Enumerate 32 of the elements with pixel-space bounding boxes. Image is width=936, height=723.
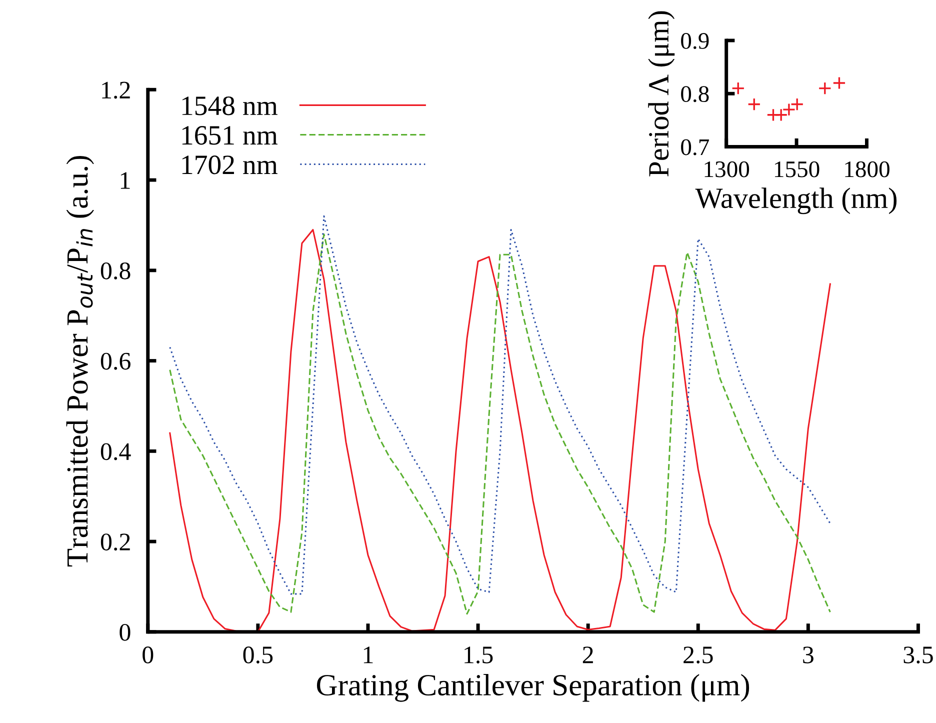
legend-label: 1702 nm	[182, 156, 278, 174]
x-tick-label: 3.5	[904, 646, 933, 664]
y-tick-label: 0.6	[100, 352, 130, 370]
y-axis-title: Transmitted Power P$_{out}$/P$_{in}$ (a.u.)	[66, 156, 94, 566]
x-tick-label: 1300	[704, 161, 750, 178]
x-tick-label: 2	[582, 646, 593, 664]
y-tick-label: 0	[120, 624, 130, 641]
x-tick-label: 0	[142, 646, 154, 664]
y-tick-label: 0.2	[100, 534, 130, 551]
legend-label: 1548 nm	[182, 96, 278, 116]
y-tick-label: 1.2	[102, 82, 130, 99]
y-tick-label: 0.8	[100, 262, 130, 280]
y-tick-label: 0.7	[681, 139, 709, 156]
y-tick-label: 0.4	[100, 443, 131, 460]
y-tick-label: 0.9	[681, 32, 709, 50]
point	[818, 82, 832, 95]
point	[731, 82, 745, 95]
x-axis-title: Wavelength (nm)	[695, 188, 897, 214]
point	[832, 76, 846, 90]
y-tick-label: 1	[120, 172, 130, 189]
y-axis-title: Period Λ (μm)	[648, 11, 675, 176]
x-tick-label: 1800	[845, 161, 890, 178]
x-tick-label: 1550	[775, 161, 820, 178]
point	[747, 98, 761, 111]
x-tick-label: 1	[364, 646, 373, 664]
y-tick-label: 0.8	[681, 86, 709, 102]
x-tick-label: 3	[803, 646, 814, 664]
x-axis-title: Grating Cantilever Separation (μm)	[316, 674, 750, 702]
x-tick-label: 1.5	[464, 646, 493, 664]
x-tick-label: 0.5	[243, 646, 273, 664]
x-tick-label: 2.5	[684, 646, 713, 664]
legend-label: 1651 nm	[182, 126, 278, 145]
